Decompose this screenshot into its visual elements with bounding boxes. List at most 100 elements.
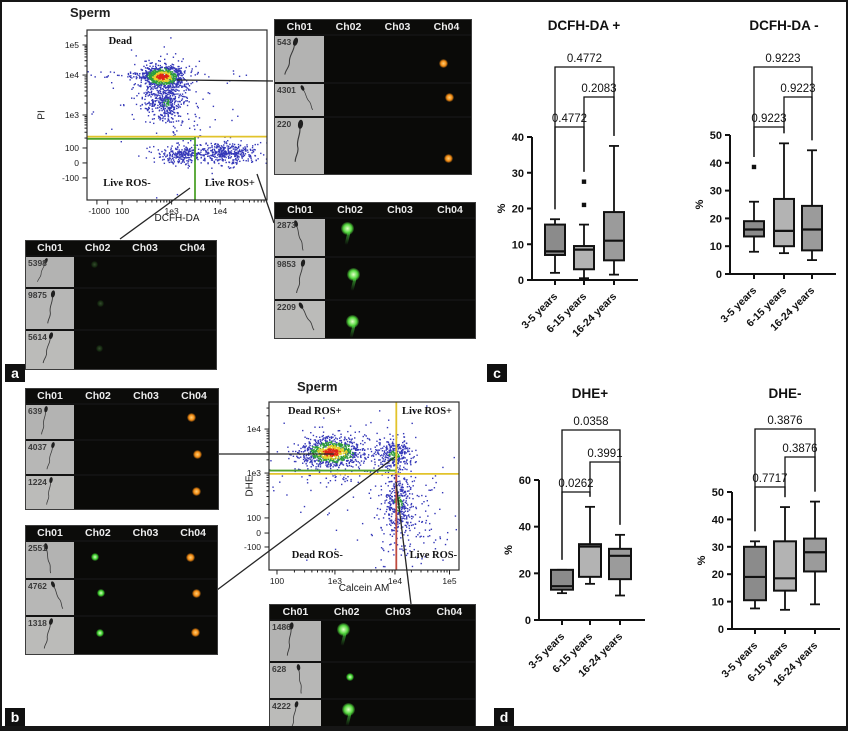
box-plot-dhe: DHE- 0 10 20 30 40 50% 3-5 years 6-15 years 16-24… [674,384,846,724]
fluorescence-cells [74,441,218,474]
chart-title: DCFH-DA - [749,18,818,33]
p-value-label: 0.0262 [558,478,593,490]
y-tick-label: 1e4 [246,424,261,434]
orange-dot-ch04-icon [444,153,453,163]
y-tick-label: 0 [525,615,531,627]
sperm-cell-icon [294,220,304,251]
channel-header-ch03: Ch03 [133,390,159,402]
event-id: 9853 [277,259,296,269]
x-tick-label: 0 [105,206,111,216]
sperm-cell-icon [37,258,48,282]
event-id: 4222 [272,701,291,711]
orange-dot-ch04-icon [439,59,448,69]
y-tick-label: 0 [718,624,724,636]
box-16-24-years [801,204,823,252]
fluorescence-cells [74,617,217,654]
event-id: 1486 [272,622,291,632]
box-6-15-years [573,245,595,271]
panel-letter: c [493,365,501,381]
channel-header-ch04: Ch04 [436,606,463,618]
y-tick-label: 60 [519,475,531,487]
box-16-24-years [803,537,827,573]
sperm-cell-icon [286,622,294,656]
sperm-cell-icon [43,618,53,649]
channel-header-ch01: Ch01 [282,606,309,618]
quadrant-label: Live ROS+ [402,406,453,417]
channel-header-ch03: Ch03 [132,527,159,539]
y-tick-label: 10 [710,241,722,253]
quadrant-label: Dead [108,35,132,47]
fluorescence-cells [74,476,218,509]
panel-label-b: b [5,708,25,726]
fluorescence-cells [324,84,471,116]
box-16-24-years [603,211,625,262]
event-row: 5614 [26,329,216,369]
y-tick-label: 1e3 [64,110,79,120]
event-row: 4037 [26,439,218,474]
x-tick-label: 1e3 [164,206,179,216]
y-tick-label: -100 [61,172,79,183]
channel-header-row: Ch01 Ch02 Ch03 Ch04 [26,389,218,403]
brightfield-cell: 2209 [275,301,325,338]
y-tick-label: 20 [712,569,724,581]
y-tick-label: 30 [712,542,724,554]
y-tick-label: 20 [519,568,531,580]
chart-title: DHE- [769,386,802,401]
sperm-cell-icon [294,119,304,162]
image-strip-dead-pi: Ch01 Ch02 Ch03 Ch04 543 4301 220 [274,19,472,175]
channel-header-ch02: Ch02 [333,606,360,618]
orange-dot-ch04-icon [185,552,195,562]
y-tick-label: 1e4 [64,70,79,81]
p-value-label: 0.9223 [780,83,815,95]
green-blob-ch02-icon [342,703,356,717]
channel-header-row: Ch01 Ch02 Ch03 Ch04 [26,526,217,540]
box-6-15-years [773,540,797,592]
channel-header-ch02: Ch02 [337,204,363,216]
y-tick-label: -100 [243,542,261,552]
event-id: 5398 [28,258,47,268]
brightfield-cell: 1486 [270,621,321,661]
box-6-15-years [578,543,602,578]
fluorescence-cells [321,663,475,698]
channel-header-ch04: Ch04 [179,242,206,254]
box-3-5-years [544,223,566,256]
y-axis-label: % [496,203,508,213]
channel-header-row: Ch01 Ch02 Ch03 Ch04 [26,241,216,255]
sperm-cell-icon [46,477,53,505]
event-row: 4762 [26,578,217,615]
sperm-cell-icon [46,442,55,470]
event-id: 9875 [28,290,47,300]
channel-header-ch02: Ch02 [84,527,111,539]
event-row: 2873 [275,217,475,256]
x-tick-label: 100 [115,206,130,216]
green-dot-ch02-icon [90,553,99,562]
sperm-cell-icon [284,37,299,75]
y-tick-label: 50 [710,130,722,142]
sperm-cell-icon [296,259,306,294]
faint-green-ch02-icon [91,261,99,268]
channel-header-ch04: Ch04 [180,527,206,539]
panel-letter: d [499,709,509,725]
y-tick-label: 30 [710,186,722,198]
event-row: 1224 [26,474,218,509]
p-value-label: 0.7717 [752,473,787,485]
fluorescence-cells [74,331,216,369]
orange-dot-ch04-icon [445,92,454,102]
event-id: 1318 [28,618,47,628]
p-value-label: 0.3876 [767,415,802,427]
quadrant-label: Live ROS- [409,549,458,561]
fluorescence-cells [74,542,217,578]
sperm-cell-icon [296,664,302,694]
green-blob-ch02-icon [345,315,359,329]
green-blob-ch02-icon [337,623,351,637]
y-axis-label: DHE [244,475,256,497]
channel-header-ch02: Ch02 [84,242,111,254]
brightfield-cell: 1318 [26,617,74,654]
green-dot-ch02-icon [345,673,354,681]
brightfield-cell: 4301 [275,84,324,116]
channel-header-ch03: Ch03 [384,21,411,33]
y-tick-label: 10 [512,239,524,251]
sperm-cell-icon [300,85,314,111]
fluorescence-cells [324,36,471,82]
event-id: 5614 [28,332,47,342]
